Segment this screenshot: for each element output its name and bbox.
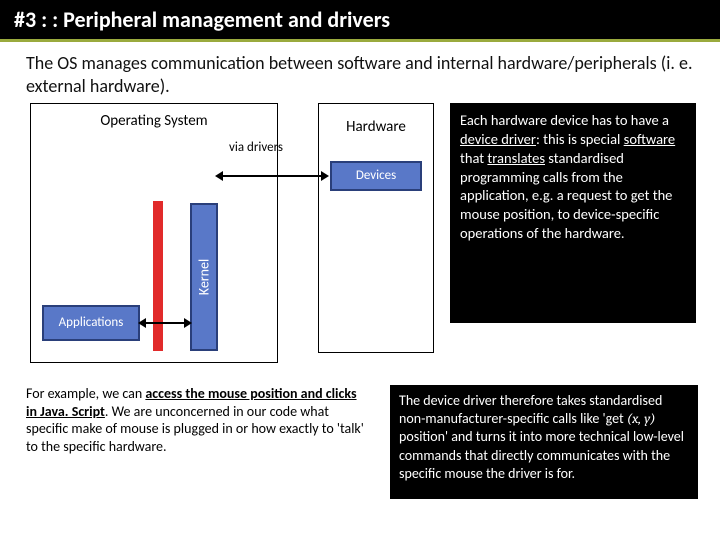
device-driver-note: Each hardware device has to have a devic… [450, 103, 696, 323]
page-title: #3 : : Peripheral management and drivers [14, 6, 706, 33]
devices-box: Devices [330, 161, 422, 191]
via-drivers-label: via drivers [229, 140, 283, 155]
note-u1: device driver [460, 130, 536, 148]
ex-t1: For example, we can [26, 385, 145, 402]
intro-text: The OS manages communication between sof… [0, 42, 720, 103]
title-bar: #3 : : Peripheral management and drivers [0, 0, 720, 42]
kernel-label: Kernel [196, 259, 213, 295]
arrow-kernel-devices [221, 175, 323, 177]
hardware-label: Hardware [319, 104, 433, 142]
example-text: For example, we can access the mouse pos… [26, 385, 366, 455]
sum-t1: The device driver therefore takes standa… [399, 392, 662, 427]
kernel-box: Kernel [190, 203, 218, 351]
driver-summary-box: The device driver therefore takes standa… [390, 385, 698, 499]
note-t3: that [460, 149, 487, 167]
note-u2: software [624, 130, 675, 148]
red-bar [153, 201, 163, 351]
hardware-box: Hardware [318, 103, 434, 353]
diagram: Operating System Hardware Devices Kernel… [14, 103, 706, 383]
sum-t2: position' and turns it into more technic… [399, 428, 684, 481]
bottom-row: For example, we can access the mouse pos… [14, 385, 706, 505]
note-t1: Each hardware device has to have a [460, 111, 669, 129]
sum-math: (x, y) [627, 410, 656, 427]
note-t2: : this is special [536, 130, 624, 148]
note-u3: translates [487, 149, 545, 167]
arrow-kernel-apps [144, 322, 186, 324]
applications-box: Applications [42, 305, 140, 341]
os-label: Operating System [31, 104, 277, 134]
